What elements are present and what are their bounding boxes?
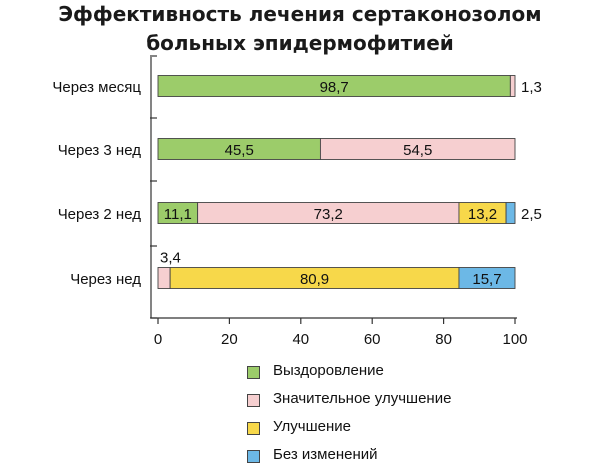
x-tick-label-80: 80 xyxy=(435,331,452,348)
bar-segment-1-1 xyxy=(319,138,516,160)
data-label-2-0: 11,1 xyxy=(164,206,192,223)
x-tick-label-20: 20 xyxy=(221,331,238,348)
chart-title-line-2: больных эпидермофитией xyxy=(146,31,454,55)
data-label-1-1: 54,5 xyxy=(403,142,432,159)
legend-swatch-improvement xyxy=(247,422,260,435)
category-label-1: Через 3 нед xyxy=(58,142,142,159)
x-tick-label-40: 40 xyxy=(292,331,309,348)
x-tick-label-0: 0 xyxy=(154,331,162,348)
legend-label-recovery: Выздоровление xyxy=(273,362,384,379)
legend-label-no-change: Без изменений xyxy=(273,446,378,463)
data-label-2-3: 2,5 xyxy=(521,206,542,223)
data-label-1-0: 45,5 xyxy=(225,142,254,159)
data-label-0-1: 1,3 xyxy=(521,79,542,96)
data-label-2-1: 73,2 xyxy=(314,206,343,223)
x-tick-label-60: 60 xyxy=(364,331,381,348)
category-label-3: Через нед xyxy=(70,271,141,288)
category-label-0: Через месяц xyxy=(52,79,141,96)
legend-swatch-no-change xyxy=(247,450,260,463)
data-label-2-2: 13,2 xyxy=(468,206,497,223)
bar-segment-2-3 xyxy=(505,202,516,224)
data-label-3-2: 80,9 xyxy=(300,271,329,288)
bar-segment-3-1 xyxy=(157,267,171,289)
legend-label-significant-improvement: Значительное улучшение xyxy=(273,390,452,407)
data-label-0-0: 98,7 xyxy=(320,79,349,96)
bar-segment-0-1 xyxy=(509,75,516,97)
data-label-3-1: 3,4 xyxy=(160,250,181,267)
category-label-2: Через 2 нед xyxy=(58,206,142,223)
legend-swatch-recovery xyxy=(247,366,260,379)
legend-label-improvement: Улучшение xyxy=(273,418,351,435)
x-tick-label-100: 100 xyxy=(502,331,527,348)
bar-segment-3-3 xyxy=(458,267,516,289)
stacked-bar-chart: 0 20 40 60 80 100 Через месяц 98,7 1,3 Через 3 не… xyxy=(52,55,542,348)
chart-title-line-1: Эффективность лечения сертаконозолом xyxy=(58,2,542,26)
legend-swatch-significant-improvement xyxy=(247,394,260,407)
data-label-3-3: 15,7 xyxy=(472,271,501,288)
